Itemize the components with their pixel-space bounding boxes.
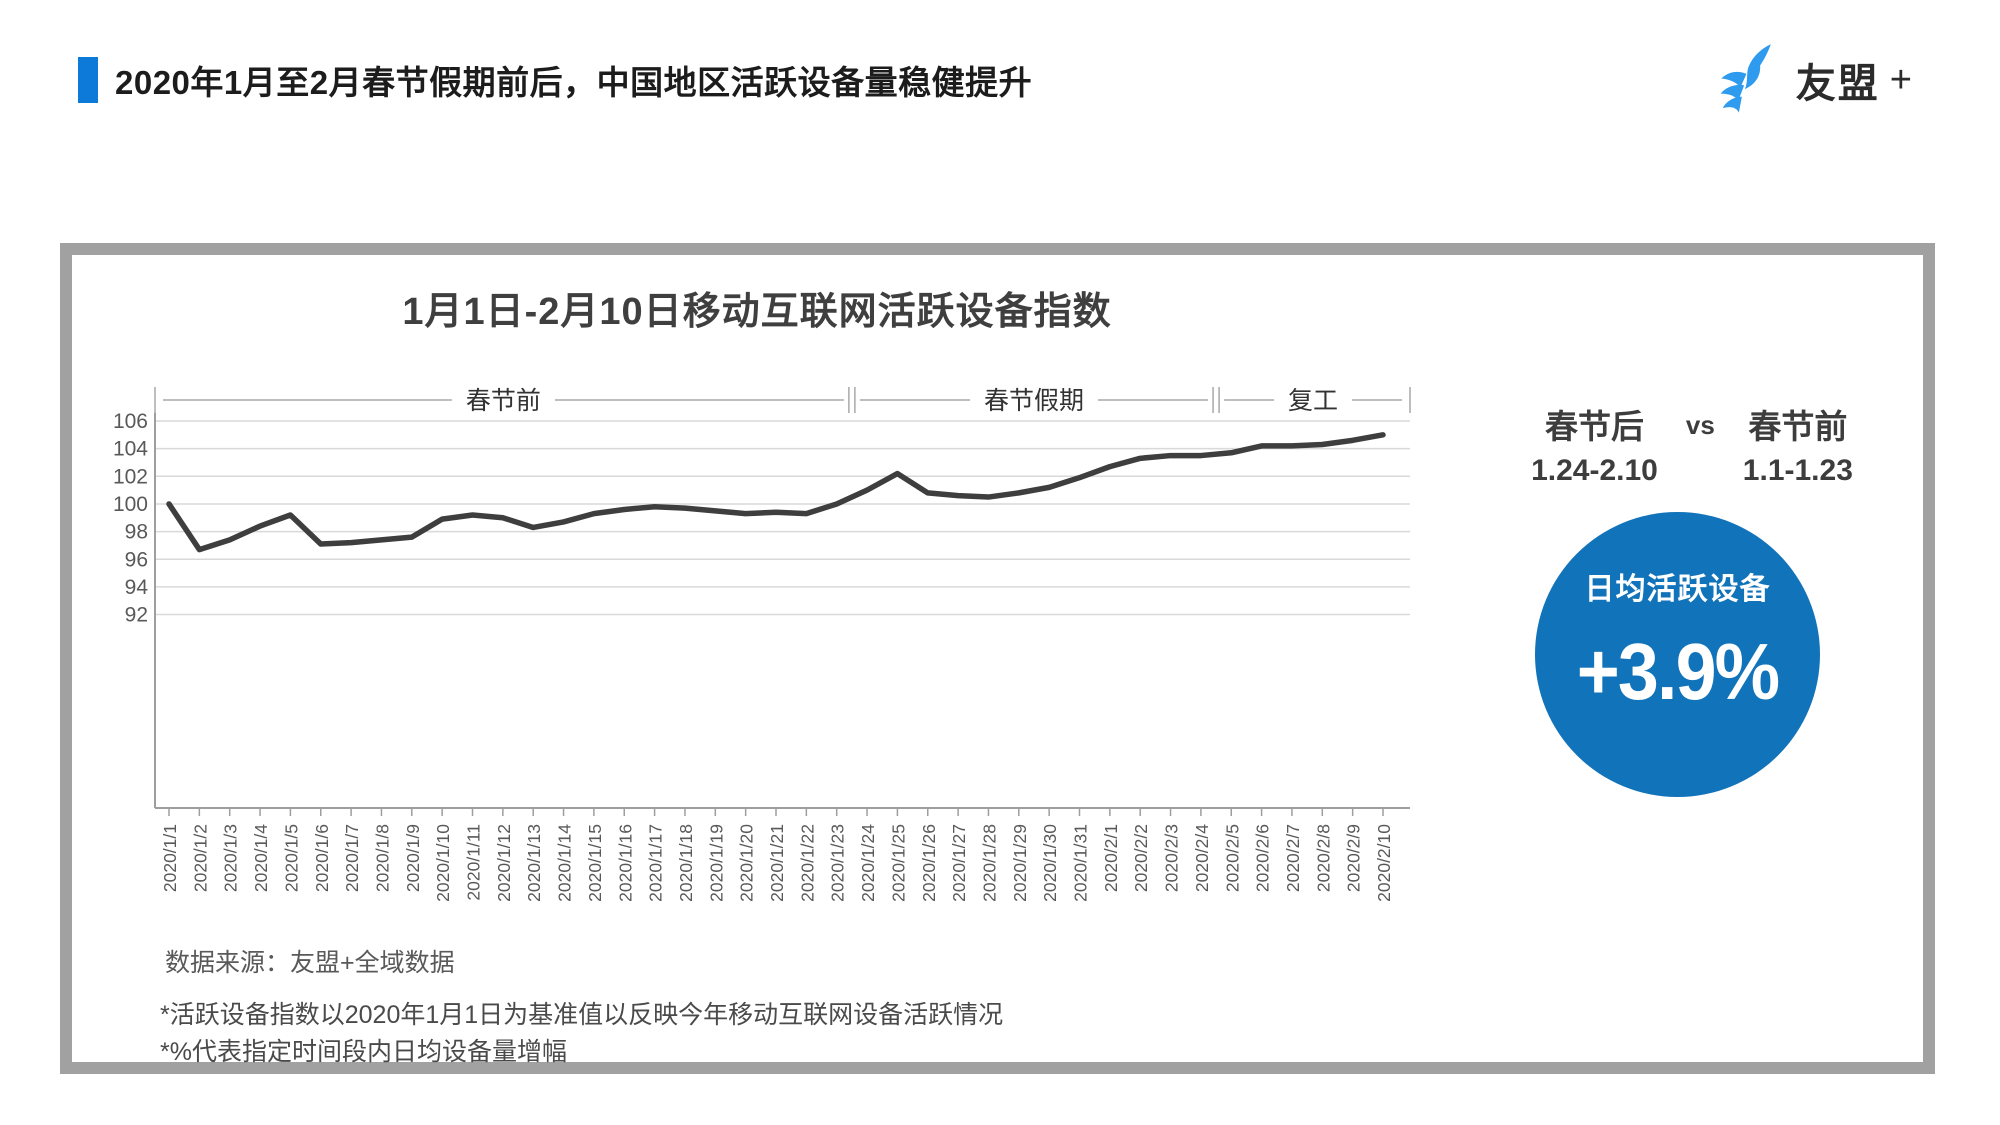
y-axis-label: 106 [113, 410, 148, 433]
x-axis-label: 2020/2/1 [1101, 824, 1121, 892]
umeng-logo-text: 友盟 [1795, 62, 1880, 106]
x-axis-label: 2020/1/29 [1010, 824, 1030, 902]
x-axis-label: 2020/1/19 [706, 824, 726, 902]
footnote-1: *活跃设备指数以2020年1月1日为基准值以反映今年移动互联网设备活跃情况 [160, 1001, 1004, 1029]
x-axis-label: 2020/1/11 [464, 824, 484, 901]
chart-card: 1月1日-2月10日移动互联网活跃设备指数 92 94 96 98 100 102 104 1… [60, 243, 1935, 1074]
x-axis-label: 2020/2/8 [1313, 824, 1333, 892]
comparison-panel: 春节后 1.24-2.10 vs 春节前 1.1-1.23 日均活跃设备 +3.… [1467, 400, 1917, 797]
device-index-chart: 92 94 96 98 100 102 104 106 2020/1/1 2020/1/2 2020… [113, 387, 1411, 902]
x-axis-label: 2020/1/17 [646, 824, 666, 902]
x-axis-label: 2020/1/26 [919, 824, 939, 902]
x-axis-label: 2020/1/30 [1040, 824, 1060, 902]
title-accent-bar [78, 57, 98, 103]
y-axis-label: 92 [125, 604, 148, 627]
x-axis-label: 2020/1/15 [585, 824, 605, 902]
period-band-label: 春节假期 [984, 387, 1084, 415]
x-axis-label: 2020/1/25 [888, 824, 908, 902]
x-axis-label: 2020/1/5 [281, 824, 301, 892]
y-axis-label: 104 [113, 438, 148, 461]
x-axis-label: 2020/1/8 [372, 824, 392, 892]
x-axis-label: 2020/2/2 [1131, 824, 1151, 892]
growth-badge-label: 日均活跃设备 [1584, 573, 1771, 606]
x-axis-label: 2020/1/20 [737, 824, 757, 902]
x-axis-label: 2020/1/9 [403, 824, 423, 892]
after-holiday-range: 1.24-2.10 [1531, 454, 1658, 487]
x-axis-label: 2020/1/1 [160, 824, 180, 892]
before-holiday-column: 春节前 1.1-1.23 [1743, 400, 1853, 488]
after-holiday-column: 春节后 1.24-2.10 [1531, 400, 1658, 488]
umeng-logo-plus: + [1889, 58, 1912, 101]
after-holiday-label: 春节后 [1544, 408, 1644, 445]
x-axis-label: 2020/2/6 [1253, 824, 1273, 892]
x-axis-label: 2020/1/16 [615, 824, 635, 902]
growth-badge: 日均活跃设备 +3.9% [1535, 512, 1820, 797]
x-axis-label: 2020/1/27 [949, 824, 969, 902]
x-axis-label: 2020/1/12 [494, 824, 514, 902]
x-axis-label: 2020/1/14 [555, 824, 575, 902]
x-axis-label: 2020/2/10 [1374, 824, 1394, 902]
y-axis-label: 96 [125, 548, 148, 571]
umeng-logo: 友盟 + [1712, 42, 1912, 118]
y-axis-label: 100 [113, 493, 148, 516]
series-line [166, 432, 1386, 553]
vs-label: vs [1685, 410, 1715, 440]
x-axis-label: 2020/2/7 [1283, 824, 1303, 892]
compare-row: 春节后 1.24-2.10 vs 春节前 1.1-1.23 [1467, 400, 1917, 488]
x-axis-label: 2020/1/22 [797, 824, 817, 902]
x-axis-label: 2020/1/13 [524, 824, 544, 902]
x-axis-label: 2020/1/18 [676, 824, 696, 902]
x-axis-label: 2020/1/2 [190, 824, 210, 892]
x-axis-label: 2020/1/3 [221, 824, 241, 892]
umeng-bird-icon [1720, 44, 1771, 113]
before-holiday-range: 1.1-1.23 [1742, 454, 1853, 487]
chart-title: 1月1日-2月10日移动互联网活跃设备指数 [402, 291, 1112, 333]
x-axis-label: 2020/2/9 [1344, 824, 1364, 892]
x-axis-label: 2020/2/4 [1192, 824, 1212, 892]
x-axis-label: 2020/1/28 [979, 824, 999, 902]
header: 2020年1月至2月春节假期前后，中国地区活跃设备量稳健提升 友盟 + [0, 0, 2000, 160]
period-band-label: 春节前 [466, 387, 541, 415]
x-axis-label: 2020/1/23 [828, 824, 848, 902]
before-holiday-label: 春节前 [1748, 408, 1848, 445]
y-axis-label: 98 [125, 521, 148, 544]
x-axis-label: 2020/1/31 [1071, 824, 1091, 902]
x-axis-label: 2020/1/21 [767, 824, 787, 902]
x-axis-label: 2020/2/5 [1222, 824, 1242, 892]
x-axis-label: 2020/1/10 [433, 824, 453, 902]
footnote-2: *%代表指定时间段内日均设备量增幅 [160, 1038, 567, 1066]
period-band-label: 复工 [1288, 387, 1338, 415]
footnotes: *活跃设备指数以2020年1月1日为基准值以反映今年移动互联网设备活跃情况 *%… [160, 997, 1003, 1071]
page-title: 2020年1月至2月春节假期前后，中国地区活跃设备量稳健提升 [115, 64, 1033, 101]
y-axis-label: 94 [125, 576, 149, 599]
x-axis-label: 2020/1/4 [251, 824, 271, 892]
growth-badge-value: +3.9% [1576, 627, 1780, 716]
x-axis-label: 2020/1/6 [312, 824, 332, 892]
y-axis-label: 102 [113, 465, 148, 488]
x-axis-label: 2020/2/3 [1162, 824, 1182, 892]
data-source-note: 数据来源：友盟+全域数据 [165, 949, 455, 977]
x-axis-label: 2020/1/7 [342, 824, 362, 892]
x-axis-label: 2020/1/24 [858, 824, 878, 902]
